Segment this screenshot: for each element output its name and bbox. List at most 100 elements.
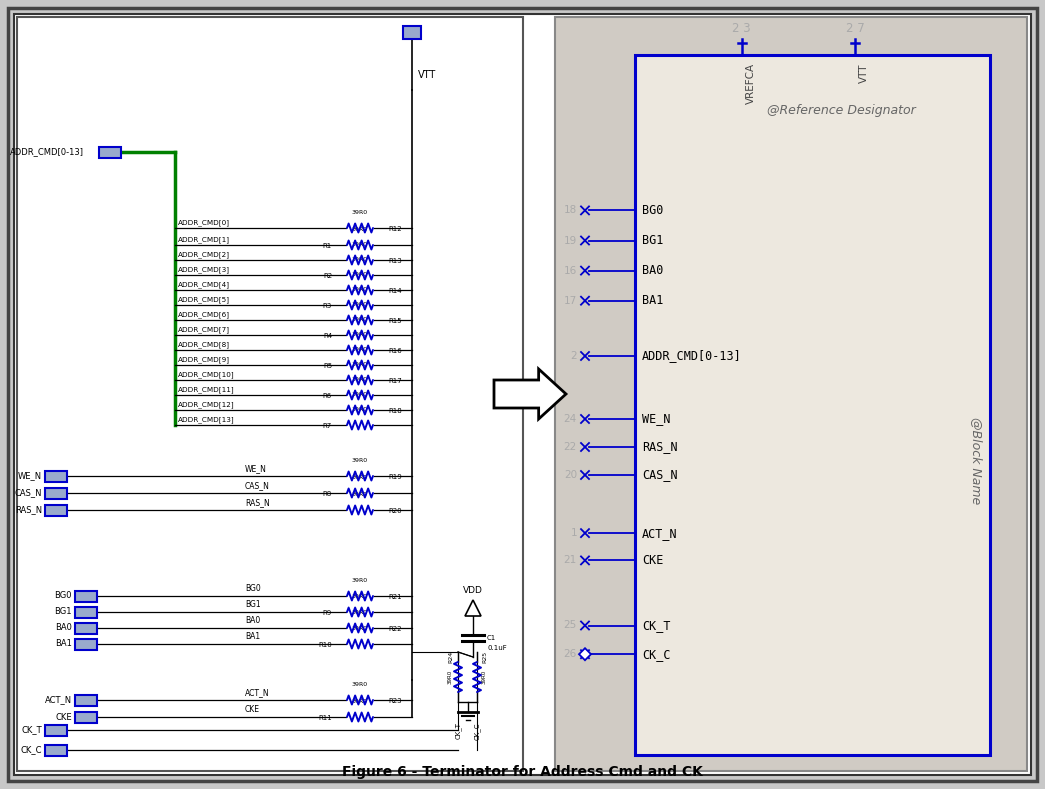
Text: WE_N: WE_N [18,472,42,481]
Text: 22: 22 [563,442,577,452]
Text: 39R0: 39R0 [352,272,368,277]
Text: 39R0: 39R0 [352,682,368,687]
Text: 39R0: 39R0 [352,317,368,322]
Text: ADDR_CMD[10]: ADDR_CMD[10] [178,372,235,378]
Text: 39R0: 39R0 [352,377,368,382]
Polygon shape [494,369,566,419]
Bar [75,638,97,649]
Bar [75,623,97,634]
Text: BG1: BG1 [54,608,72,616]
Text: 39R0: 39R0 [352,458,368,463]
Text: 39R0: 39R0 [352,699,368,704]
Polygon shape [465,600,481,616]
Text: CKE: CKE [245,705,260,714]
Text: BA1: BA1 [245,632,260,641]
Text: R8: R8 [323,491,332,497]
Text: 39R0: 39R0 [352,257,368,262]
Text: 39R0: 39R0 [352,626,368,631]
Text: RAS_N: RAS_N [642,440,677,454]
Text: WE_N: WE_N [245,464,266,473]
Text: 39R0: 39R0 [352,594,368,599]
Text: R18: R18 [388,408,401,414]
Text: R25: R25 [482,651,487,663]
Text: 39R0: 39R0 [352,242,368,247]
Text: CKE: CKE [55,712,72,721]
Text: CK_C: CK_C [642,648,671,660]
Bar [75,590,97,601]
Text: BA1: BA1 [642,294,664,307]
Text: R6: R6 [323,393,332,399]
Text: VREFCA: VREFCA [745,63,756,104]
Text: R20: R20 [388,508,401,514]
Text: CK_T: CK_T [642,619,671,632]
Text: R19: R19 [388,474,401,480]
Text: ACT_N: ACT_N [45,695,72,705]
Text: 39R0: 39R0 [352,302,368,307]
Text: VDD: VDD [463,586,483,595]
Text: BA1: BA1 [55,640,72,649]
Text: 24: 24 [563,414,577,424]
Text: R13: R13 [388,258,401,264]
Text: 17: 17 [563,296,577,305]
Text: VTT: VTT [418,70,436,80]
Text: R14: R14 [388,288,401,294]
Bar [555,17,1027,771]
Bar [403,25,421,39]
Text: ACT_N: ACT_N [642,526,677,540]
Text: R21: R21 [388,594,401,600]
Bar [75,712,97,723]
Text: @Reference Designator: @Reference Designator [767,103,915,117]
Text: RAS_N: RAS_N [245,498,270,507]
Text: BG0: BG0 [642,204,664,217]
Text: R10: R10 [319,642,332,648]
Bar [99,147,121,158]
Polygon shape [579,649,591,660]
Text: R23: R23 [388,698,401,704]
Text: R3: R3 [323,303,332,309]
Text: BG0: BG0 [245,584,261,593]
Text: Figure 6 - Terminator for Address Cmd and CK: Figure 6 - Terminator for Address Cmd an… [342,765,703,779]
Text: BG1: BG1 [245,600,260,609]
Text: R9: R9 [323,610,332,616]
Text: 26: 26 [563,649,577,659]
Text: 25: 25 [563,620,577,630]
Text: R11: R11 [319,715,332,721]
Text: 39R0: 39R0 [352,578,368,583]
Text: R17: R17 [388,378,401,384]
Bar [635,55,990,755]
Text: BG0: BG0 [54,592,72,600]
Text: 39R0: 39R0 [352,287,368,292]
Text: CAS_N: CAS_N [642,469,677,481]
Text: R22: R22 [388,626,401,632]
Text: C1: C1 [487,635,496,641]
Text: 39R0: 39R0 [352,332,368,337]
Text: 1: 1 [571,528,577,538]
Text: 16: 16 [563,266,577,275]
Text: 0.1uF: 0.1uF [487,645,507,651]
Text: CAS_N: CAS_N [15,488,42,498]
Text: BA0: BA0 [642,264,664,277]
Text: 39R0: 39R0 [352,610,368,615]
Text: ADDR_CMD[3]: ADDR_CMD[3] [178,266,230,273]
Text: 39R0: 39R0 [352,347,368,352]
Text: ADDR_CMD[5]: ADDR_CMD[5] [178,296,230,303]
Bar [75,694,97,705]
Text: ADDR_CMD[0-13]: ADDR_CMD[0-13] [642,350,742,362]
Text: 2 3: 2 3 [733,22,750,35]
Text: 2: 2 [571,351,577,361]
Bar [45,470,67,481]
Text: 39R0: 39R0 [352,407,368,412]
Text: CKE: CKE [642,554,664,567]
Text: ADDR_CMD[0-13]: ADDR_CMD[0-13] [10,148,84,156]
Text: ADDR_CMD[11]: ADDR_CMD[11] [178,387,235,393]
Text: ACT_N: ACT_N [245,688,270,697]
Text: ADDR_CMD[1]: ADDR_CMD[1] [178,236,230,243]
Text: ADDR_CMD[8]: ADDR_CMD[8] [178,342,230,348]
Bar [45,724,67,735]
Text: BA0: BA0 [245,616,260,625]
Text: 39R0: 39R0 [448,670,452,684]
Text: 39R0: 39R0 [482,670,487,684]
Text: ADDR_CMD[0]: ADDR_CMD[0] [178,219,230,226]
Text: 21: 21 [563,555,577,566]
Text: @Block Name: @Block Name [970,417,982,505]
